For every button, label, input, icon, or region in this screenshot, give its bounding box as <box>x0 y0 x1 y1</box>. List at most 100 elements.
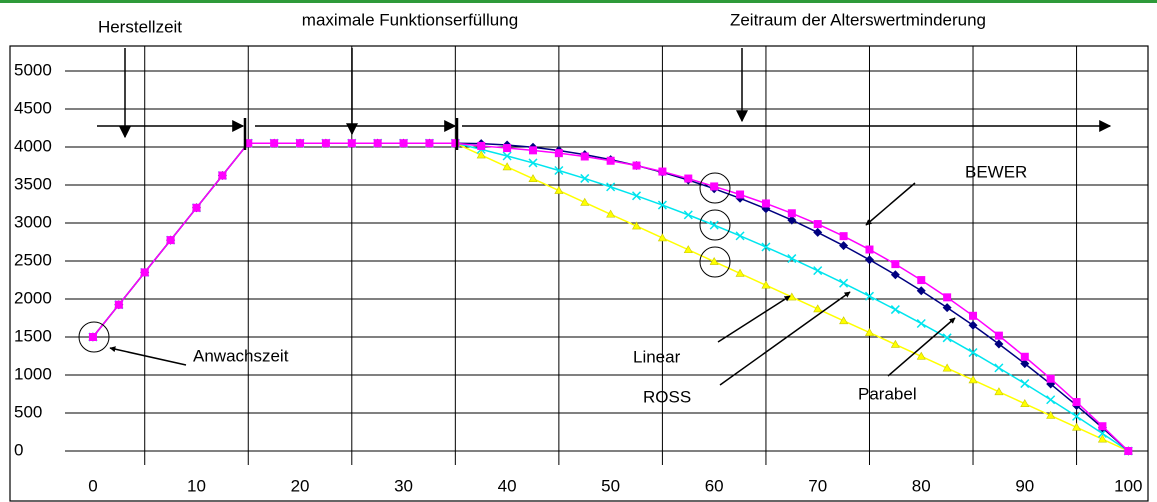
marker <box>787 254 797 264</box>
series-label: Parabel <box>858 384 917 403</box>
x-tick-label: 70 <box>808 476 827 495</box>
marker <box>735 231 745 241</box>
x-tick-label: 20 <box>291 476 310 495</box>
marker <box>528 146 537 155</box>
marker <box>942 303 952 313</box>
marker <box>1046 395 1056 405</box>
top-band <box>0 0 1157 3</box>
x-tick-label: 90 <box>1015 476 1034 495</box>
marker <box>657 200 667 210</box>
marker <box>839 241 849 251</box>
arrow <box>865 182 916 226</box>
annotation: Herstellzeit <box>98 17 182 36</box>
marker <box>839 316 849 325</box>
marker <box>994 331 1003 340</box>
marker <box>1072 398 1081 407</box>
y-tick-label: 0 <box>14 440 23 459</box>
annotation: Anwachszeit <box>193 346 289 365</box>
marker <box>994 363 1004 373</box>
marker <box>554 165 564 176</box>
marker <box>968 375 978 384</box>
marker <box>606 209 616 218</box>
x-tick-label: 40 <box>498 476 517 495</box>
annotation: maximale Funktionserfüllung <box>302 10 518 29</box>
marker <box>296 139 305 148</box>
marker <box>891 260 900 269</box>
series-label: ROSS <box>643 387 691 406</box>
marker <box>580 197 590 206</box>
marker <box>890 339 900 348</box>
marker <box>502 162 512 171</box>
marker <box>916 351 926 360</box>
highlight-circle <box>78 321 110 353</box>
x-tick-label: 80 <box>912 476 931 495</box>
marker <box>88 333 97 341</box>
y-tick-label: 3500 <box>14 174 52 193</box>
marker <box>917 276 926 285</box>
x-tick-label: 60 <box>705 476 724 495</box>
x-tick-label: 0 <box>88 476 97 495</box>
y-tick-label: 1500 <box>14 326 52 345</box>
highlight-circle <box>699 172 731 204</box>
series-label: Linear <box>633 347 681 366</box>
marker <box>890 305 900 315</box>
marker <box>1097 434 1107 443</box>
marker <box>244 139 253 148</box>
marker <box>1020 352 1029 361</box>
highlight-circle <box>699 209 731 241</box>
arrow <box>719 291 851 386</box>
annotation: Zeitraum der Alterswertminderung <box>730 10 986 29</box>
marker <box>916 286 926 296</box>
marker <box>477 141 486 150</box>
marker <box>347 139 356 148</box>
marker <box>709 220 719 230</box>
arrow <box>717 295 791 343</box>
marker <box>192 203 201 212</box>
marker <box>994 387 1004 396</box>
marker <box>580 173 590 183</box>
marker <box>761 280 771 289</box>
marker <box>503 144 512 153</box>
marker <box>399 139 408 148</box>
marker <box>839 278 849 288</box>
highlight-circle <box>699 246 731 278</box>
marker <box>451 139 460 148</box>
marker <box>321 139 330 148</box>
marker <box>864 255 874 265</box>
marker <box>1020 379 1030 389</box>
arrow <box>109 346 187 366</box>
x-tick-label: 10 <box>187 476 206 495</box>
marker <box>657 233 667 242</box>
marker <box>476 150 486 159</box>
plot-frame <box>9 45 1149 502</box>
marker <box>373 139 382 148</box>
y-tick-label: 4500 <box>14 98 52 117</box>
marker <box>528 158 538 168</box>
marker <box>683 210 693 220</box>
marker <box>683 245 693 254</box>
marker <box>1046 410 1056 419</box>
marker <box>632 221 642 230</box>
marker <box>1072 411 1082 421</box>
marker <box>813 227 823 237</box>
marker <box>218 171 227 180</box>
marker <box>813 266 823 276</box>
x-tick-label: 100 <box>1114 476 1142 495</box>
marker <box>632 161 641 170</box>
marker <box>606 156 615 165</box>
marker <box>580 152 589 161</box>
marker <box>787 215 797 225</box>
marker <box>502 151 512 161</box>
marker <box>1020 359 1030 369</box>
x-tick-label: 30 <box>394 476 413 495</box>
marker <box>994 339 1004 349</box>
marker <box>890 270 900 280</box>
marker <box>787 209 796 218</box>
marker <box>813 304 823 313</box>
marker <box>554 149 563 158</box>
y-tick-label: 2000 <box>14 288 52 307</box>
marker <box>942 363 952 372</box>
marker <box>968 320 978 330</box>
marker <box>736 190 745 199</box>
y-tick-label: 2500 <box>14 250 52 269</box>
